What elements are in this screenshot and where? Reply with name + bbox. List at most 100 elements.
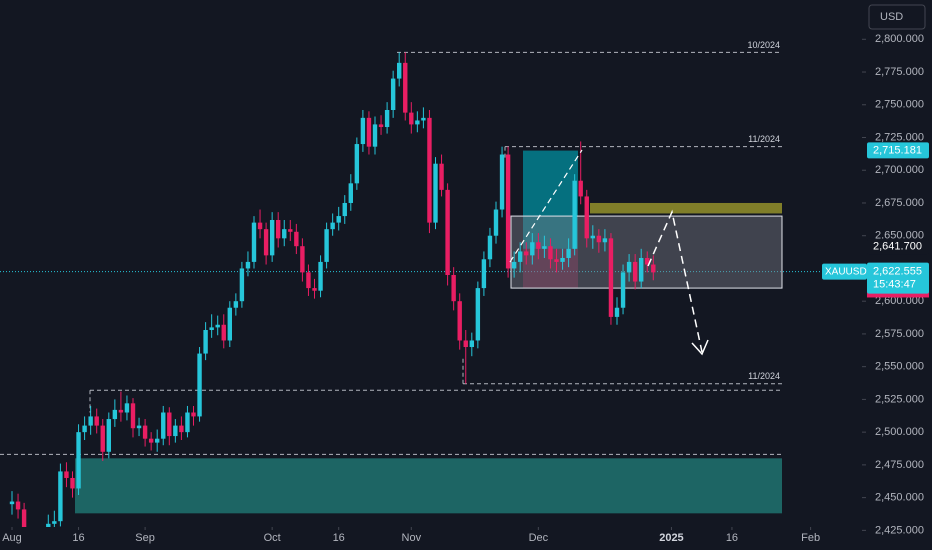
- candle-body: [578, 180, 583, 197]
- candle-body: [185, 412, 190, 433]
- candle-body: [142, 425, 148, 439]
- candle-body: [626, 261, 632, 273]
- candle-body: [645, 257, 650, 265]
- candle-body: [52, 521, 57, 524]
- candle-body: [542, 246, 547, 249]
- candle-body: [148, 438, 154, 443]
- x-tick-label: Aug: [2, 532, 22, 544]
- current-price: 2,622.555: [873, 266, 922, 278]
- candle-body: [518, 251, 523, 262]
- currency-box[interactable]: [868, 4, 926, 30]
- candle-body: [487, 235, 493, 260]
- candle-body: [651, 264, 656, 273]
- candle-body: [276, 220, 281, 239]
- price-badge-label: 2,641.700: [873, 240, 922, 252]
- candle-body: [342, 202, 347, 217]
- candle-body: [251, 222, 257, 262]
- candle-body: [548, 246, 553, 260]
- candle-body: [536, 242, 541, 249]
- x-tick-label: Nov: [402, 532, 422, 544]
- price-badge: [867, 142, 929, 159]
- candle-body: [64, 471, 69, 478]
- y-tick-label: 2,600.000: [875, 295, 924, 307]
- candle-body: [378, 124, 384, 128]
- candle-body: [173, 425, 178, 437]
- candle-body: [560, 257, 565, 262]
- candle-body: [421, 117, 426, 121]
- y-tick-label: 2,775.000: [875, 66, 924, 78]
- candle-body: [245, 261, 251, 269]
- candle-body: [203, 330, 208, 354]
- candle-body: [475, 288, 481, 341]
- arrow-head: [691, 339, 709, 356]
- y-tick-label: 2,550.000: [875, 361, 924, 373]
- candle-body: [427, 117, 432, 223]
- candle-body: [445, 189, 450, 275]
- candle-body: [499, 154, 505, 210]
- x-tick-label: 16: [726, 532, 738, 544]
- candle-body: [415, 120, 420, 125]
- candle-body: [493, 209, 499, 236]
- y-tick-label: 2,700.000: [875, 164, 924, 176]
- y-tick-label: 2,425.000: [875, 524, 924, 536]
- candle-body: [336, 216, 341, 223]
- candle-body: [300, 246, 305, 273]
- candle-body: [457, 301, 462, 341]
- candle-body: [524, 251, 529, 256]
- candle-body: [397, 62, 402, 79]
- candle-body: [257, 222, 263, 230]
- x-tick-label: 2025: [659, 532, 683, 544]
- candle-body: [463, 340, 468, 348]
- currency[interactable]: USD: [880, 11, 903, 23]
- candle-body: [366, 117, 372, 147]
- candle-body: [58, 471, 63, 522]
- candle-body: [100, 425, 105, 452]
- candle-body: [566, 248, 571, 258]
- candle-body: [614, 307, 620, 317]
- symbol-label: XAUUSD: [825, 266, 867, 277]
- candle-body: [530, 242, 535, 256]
- candle-body: [76, 432, 81, 489]
- candle-body: [639, 257, 644, 282]
- supply-zone: [590, 202, 782, 214]
- price-badge: [867, 238, 929, 255]
- candle-body: [294, 231, 299, 247]
- candle-body: [505, 154, 511, 269]
- y-tick-label: 2,500.000: [875, 426, 924, 438]
- candle-body: [227, 307, 232, 341]
- candle-body: [390, 78, 396, 110]
- candle-body: [608, 238, 614, 317]
- candle-body: [130, 403, 136, 429]
- candle-body: [167, 412, 172, 437]
- candle-body: [439, 163, 444, 190]
- candle-body: [197, 353, 202, 417]
- candle-body: [88, 416, 93, 426]
- candle-body: [288, 229, 293, 232]
- candle-body: [136, 425, 142, 429]
- candle-body: [179, 425, 184, 433]
- x-tick-label: Feb: [801, 532, 820, 544]
- candle-body: [282, 229, 287, 239]
- candle-body: [481, 259, 487, 289]
- candle-body: [596, 235, 602, 243]
- candle-body: [118, 409, 124, 413]
- y-tick-label: 2,525.000: [875, 393, 924, 405]
- demand-zone: [75, 458, 782, 514]
- candle-body: [269, 220, 275, 256]
- candle-body: [70, 477, 75, 489]
- candle-body: [348, 183, 353, 203]
- projection-arrow: [509, 149, 583, 263]
- candle-body: [354, 144, 360, 184]
- x-tick-label: 16: [333, 532, 345, 544]
- candle-body: [372, 124, 378, 147]
- annotation-label: 11/2024: [748, 371, 780, 381]
- candle-body: [209, 327, 214, 330]
- candle-body: [324, 229, 329, 262]
- candle-body: [9, 501, 15, 505]
- y-tick-label: 2,750.000: [875, 99, 924, 111]
- candle-body: [384, 110, 390, 128]
- price-badge-label: 2,715.181: [873, 144, 922, 156]
- candle-body: [191, 412, 196, 417]
- candle-body: [433, 163, 438, 223]
